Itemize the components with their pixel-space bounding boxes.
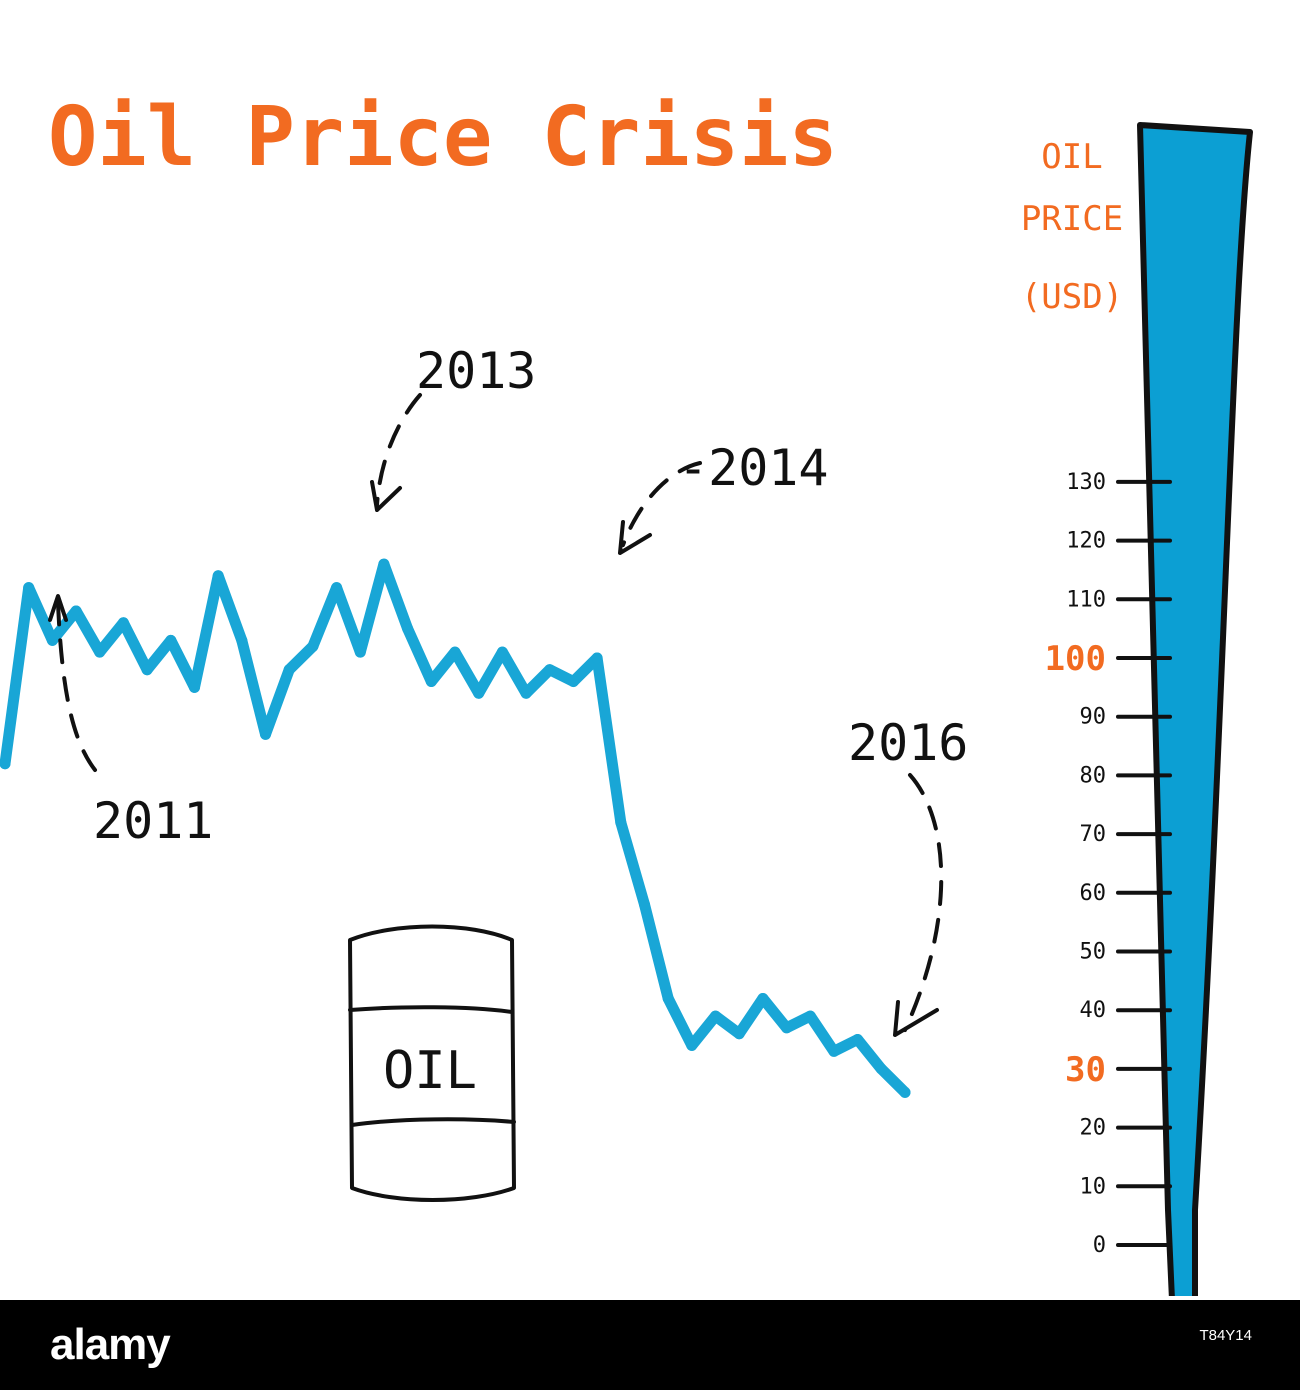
oil-price-chart: Oil Price Crisis OIL PRICE (USD) 130 120 1…: [0, 90, 1253, 1300]
data-point: [875, 1063, 887, 1075]
data-point: [639, 899, 650, 910]
arrow-head-2016: [893, 1000, 939, 1037]
data-point: [520, 687, 532, 699]
data-point: [331, 582, 343, 594]
data-point: [165, 634, 177, 646]
annotation-label-2014: -2014: [678, 439, 829, 497]
data-point: [615, 816, 627, 828]
annotation-label-2011: 2011: [93, 792, 213, 850]
data-point: [710, 1010, 721, 1022]
watermark-footer: alamy T84Y14: [0, 1300, 1300, 1390]
gauge-tick-label: 120: [1066, 529, 1106, 554]
data-point: [733, 1028, 745, 1040]
gauge-tick-label: 40: [1080, 998, 1107, 1023]
data-point: [260, 728, 271, 740]
data-point: [402, 623, 414, 635]
gauge-tick-label: 10: [1080, 1174, 1107, 1199]
barrel-outline: [348, 924, 516, 1202]
gauge-tick-label: 60: [1080, 881, 1107, 906]
data-point: [496, 646, 508, 658]
barrel-label: OIL: [383, 1041, 477, 1101]
data-point: [46, 634, 58, 646]
data-point: [0, 758, 11, 770]
gauge-tick-label: 100: [1045, 639, 1106, 679]
chart-title: Oil Price Crisis: [48, 90, 838, 185]
arrow-2016: [903, 773, 944, 1032]
data-point: [236, 634, 248, 646]
data-point: [307, 640, 319, 652]
data-point: [23, 582, 35, 594]
gauge-tick-label: 90: [1080, 705, 1107, 730]
data-point: [283, 664, 295, 676]
data-point: [804, 1010, 816, 1022]
data-point: [378, 558, 390, 570]
arrow-2013: [375, 393, 422, 507]
gauge-body: [1137, 122, 1253, 1300]
data-point: [662, 993, 674, 1004]
gauge-tick-label: 130: [1066, 470, 1106, 495]
data-point: [189, 681, 200, 693]
gauge-tick-label: 50: [1080, 940, 1107, 965]
data-point: [686, 1039, 698, 1051]
gauge-tick-label: 80: [1080, 763, 1107, 788]
gauge-title-line: (USD): [1021, 277, 1123, 317]
data-point: [354, 646, 366, 658]
arrow-heads: [48, 480, 939, 1037]
data-point: [70, 605, 82, 617]
annotation-arrows: [56, 393, 944, 1032]
series-points: [0, 558, 911, 1098]
watermark-logo: alamy: [50, 1320, 171, 1369]
data-point: [117, 617, 129, 629]
barrel-band-top: [348, 1005, 514, 1014]
gauge-title: OIL PRICE (USD): [1021, 137, 1123, 317]
data-point: [212, 570, 224, 582]
arrow-head-2014: [618, 520, 652, 555]
gauge-tick-label: 20: [1080, 1116, 1107, 1141]
data-point: [828, 1045, 840, 1057]
annotation-label-2016: 2016: [848, 714, 968, 772]
data-point: [94, 646, 106, 658]
gauge-title-line: PRICE: [1021, 199, 1123, 239]
oil-barrel-icon: OIL: [348, 924, 516, 1202]
data-point: [425, 676, 437, 687]
data-point: [473, 687, 485, 699]
arrow-head-2011: [48, 594, 68, 622]
gauge-tick-label: 110: [1066, 587, 1106, 612]
data-point: [567, 676, 579, 687]
data-point: [757, 993, 769, 1004]
arrow-2014: [621, 461, 702, 547]
data-point: [544, 664, 556, 676]
gauge-tick-label: 30: [1065, 1050, 1106, 1090]
data-point: [449, 646, 461, 658]
annotation-label-2013: 2013: [416, 342, 536, 400]
arrow-2011: [56, 602, 97, 772]
gauge-tick-label: 0: [1093, 1233, 1106, 1258]
gauge-tick-label: 70: [1080, 822, 1107, 847]
data-point: [781, 1022, 793, 1034]
barrel-band-bottom: [350, 1117, 516, 1127]
gauge-title-line: OIL: [1041, 137, 1102, 177]
data-point: [141, 664, 153, 676]
image-id: T84Y14: [1199, 1327, 1252, 1344]
arrow-head-2013: [370, 480, 402, 512]
data-point: [852, 1034, 864, 1045]
data-point: [591, 652, 603, 664]
data-point: [899, 1086, 911, 1098]
